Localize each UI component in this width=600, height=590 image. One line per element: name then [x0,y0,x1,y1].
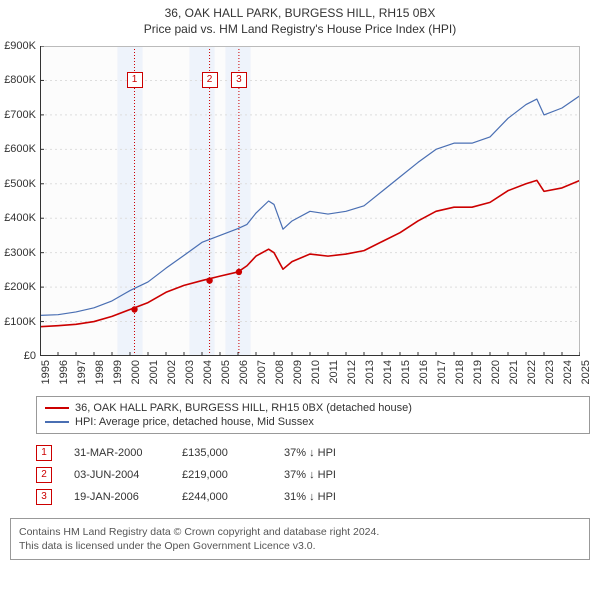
sale-vs-hpi: 37% ↓ HPI [284,469,370,481]
x-tick-label: 2011 [328,360,340,384]
x-tick-label: 2008 [274,360,286,384]
x-tick-label: 2001 [148,360,160,384]
x-tick-label: 2009 [292,360,304,384]
y-tick-label: £900K [4,40,36,52]
x-tick-label: 1996 [58,360,70,384]
sale-marker-icon: 1 [36,445,52,461]
y-tick-label: £300K [4,247,36,259]
y-tick-label: £400K [4,212,36,224]
sale-marker-1: 1 [127,72,143,88]
y-tick-label: £100K [4,316,36,328]
sale-marker-3: 3 [231,72,247,88]
sale-price: £244,000 [182,491,262,503]
x-tick-label: 1998 [94,360,106,384]
legend-row: 36, OAK HALL PARK, BURGESS HILL, RH15 0B… [45,401,581,415]
sale-marker-icon: 3 [36,489,52,505]
x-tick-label: 2015 [400,360,412,384]
x-tick-label: 2018 [454,360,466,384]
x-tick-label: 2024 [562,360,574,384]
x-tick-label: 2019 [472,360,484,384]
x-tick-label: 1997 [76,360,88,384]
chart-title-sub: Price paid vs. HM Land Registry's House … [0,22,600,36]
sales-table: 1 31-MAR-2000 £135,000 37% ↓ HPI 2 03-JUN-200… [36,442,590,508]
sale-date: 31-MAR-2000 [74,447,160,459]
x-tick-label: 2000 [130,360,142,384]
sale-price: £135,000 [182,447,262,459]
legend-label: 36, OAK HALL PARK, BURGESS HILL, RH15 0B… [75,402,412,414]
data-attribution: Contains HM Land Registry data © Crown c… [10,518,590,560]
sale-vs-hpi: 37% ↓ HPI [284,447,370,459]
attribution-line-2: This data is licensed under the Open Gov… [19,539,581,553]
sale-price: £219,000 [182,469,262,481]
x-tick-label: 2010 [310,360,322,384]
x-tick-label: 2016 [418,360,430,384]
legend: 36, OAK HALL PARK, BURGESS HILL, RH15 0B… [36,396,590,434]
y-tick-label: £200K [4,281,36,293]
x-tick-label: 2022 [526,360,538,384]
x-tick-label: 1995 [40,360,52,384]
x-tick-label: 2020 [490,360,502,384]
legend-label: HPI: Average price, detached house, Mid … [75,416,314,428]
sale-vs-hpi: 31% ↓ HPI [284,491,370,503]
x-tick-label: 2013 [364,360,376,384]
legend-row: HPI: Average price, detached house, Mid … [45,415,581,429]
sale-marker-2: 2 [202,72,218,88]
x-tick-label: 2012 [346,360,358,384]
sale-row: 3 19-JAN-2006 £244,000 31% ↓ HPI [36,486,590,508]
x-tick-label: 2007 [256,360,268,384]
x-tick-label: 2004 [202,360,214,384]
y-tick-label: £800K [4,74,36,86]
sale-date: 19-JAN-2006 [74,491,160,503]
y-tick-label: £0 [24,350,36,362]
sale-marker-icon: 2 [36,467,52,483]
x-tick-label: 2003 [184,360,196,384]
sale-row: 1 31-MAR-2000 £135,000 37% ↓ HPI [36,442,590,464]
legend-swatch [45,421,69,423]
chart-plot: £0£100K£200K£300K£400K£500K£600K£700K£80… [40,46,580,356]
x-tick-label: 2017 [436,360,448,384]
sale-date: 03-JUN-2004 [74,469,160,481]
x-tick-label: 2005 [220,360,232,384]
y-tick-label: £700K [4,109,36,121]
x-tick-label: 1999 [112,360,124,384]
chart-svg [40,46,580,356]
x-tick-label: 2023 [544,360,556,384]
chart-title-address: 36, OAK HALL PARK, BURGESS HILL, RH15 0B… [0,6,600,20]
y-tick-label: £600K [4,143,36,155]
x-tick-label: 2025 [580,360,592,384]
x-tick-label: 2021 [508,360,520,384]
x-tick-label: 2006 [238,360,250,384]
attribution-line-1: Contains HM Land Registry data © Crown c… [19,525,581,539]
y-tick-label: £500K [4,178,36,190]
x-tick-label: 2002 [166,360,178,384]
legend-swatch [45,407,69,409]
x-tick-label: 2014 [382,360,394,384]
sale-row: 2 03-JUN-2004 £219,000 37% ↓ HPI [36,464,590,486]
